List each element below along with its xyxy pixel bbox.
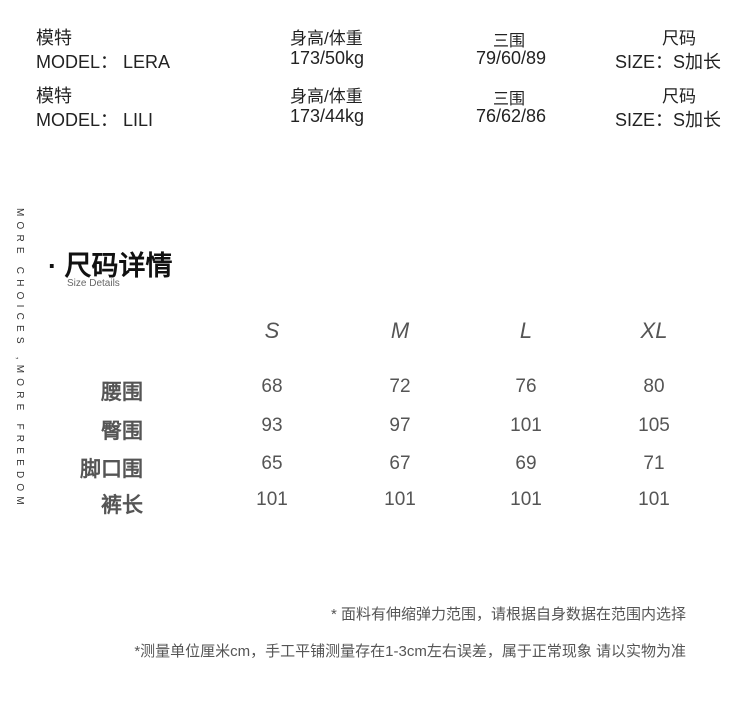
height-weight: 173/50kg	[290, 48, 365, 68]
measurements-label: 三围	[493, 91, 526, 108]
column-header-m: M	[390, 318, 410, 343]
column-header-l: L	[519, 318, 533, 343]
table-cell: 80	[643, 376, 665, 397]
row-label: 脚口围	[80, 458, 143, 481]
table-cell: 93	[261, 415, 283, 436]
note-measure: *测量单位厘米cm，手工平铺测量存在1-3cm左右误差，属于正常现象 请以实物为…	[134, 643, 686, 660]
height-weight-label: 身高/体重	[290, 87, 363, 106]
table-cell: 69	[515, 453, 537, 474]
size-label: 尺码	[662, 29, 696, 48]
table-cell: 101	[256, 489, 288, 510]
section-title: · 尺码详情	[48, 251, 173, 281]
height-weight-label: 身高/体重	[290, 29, 363, 48]
model-name: MODEL： LILI	[36, 110, 154, 130]
size: SIZE：S加长	[615, 52, 722, 72]
table-cell: 67	[389, 453, 411, 474]
size-label: 尺码	[662, 87, 696, 106]
height-weight: 173/44kg	[290, 106, 365, 126]
table-cell: 105	[638, 415, 670, 436]
column-header-s: S	[264, 318, 280, 343]
section-subtitle: Size Details	[67, 278, 120, 289]
table-cell: 65	[261, 453, 283, 474]
side-slogan: MORE CHOICES ,MORE FREEDOM	[14, 208, 25, 510]
model-label: 模特	[36, 28, 72, 48]
measurements-label: 三围	[493, 33, 526, 50]
table-cell: 101	[384, 489, 416, 510]
table-cell: 68	[261, 376, 283, 397]
table-cell: 97	[389, 415, 411, 436]
table-cell: 72	[389, 376, 411, 397]
note-elastic: * 面料有伸缩弹力范围，请根据自身数据在范围内选择	[330, 606, 686, 623]
model-name: MODEL： LERA	[36, 52, 171, 72]
row-label: 腰围	[101, 381, 143, 404]
column-header-xl: XL	[640, 318, 668, 343]
table-cell: 101	[638, 489, 670, 510]
table-cell: 76	[515, 376, 537, 397]
table-cell: 101	[510, 489, 542, 510]
table-cell: 71	[643, 453, 665, 474]
row-label: 臀围	[101, 420, 143, 443]
size: SIZE：S加长	[615, 110, 722, 130]
table-cell: 101	[510, 415, 542, 436]
measurements: 76/62/86	[476, 106, 547, 126]
measurements: 79/60/89	[476, 48, 547, 68]
row-label: 裤长	[101, 494, 143, 517]
model-label: 模特	[36, 86, 72, 106]
